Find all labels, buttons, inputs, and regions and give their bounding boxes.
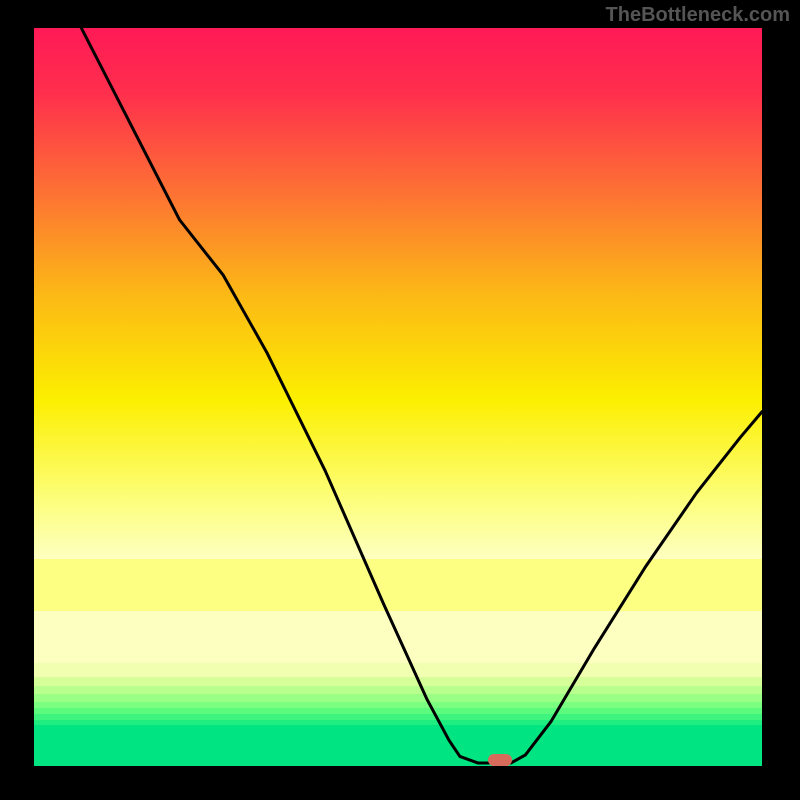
- watermark-text: TheBottleneck.com: [606, 4, 790, 27]
- gradient-band: [34, 663, 762, 677]
- gradient-band: [34, 725, 762, 766]
- chart-frame: TheBottleneck.com: [0, 0, 800, 800]
- optimal-point-marker: [488, 754, 511, 767]
- gradient-band: [34, 559, 762, 611]
- gradient-background: [34, 28, 762, 559]
- plot-area: [34, 28, 762, 766]
- gradient-band: [34, 611, 762, 663]
- gradient-band: [34, 702, 762, 709]
- gradient-band: [34, 677, 762, 687]
- gradient-band: [34, 686, 762, 694]
- gradient-band: [34, 694, 762, 701]
